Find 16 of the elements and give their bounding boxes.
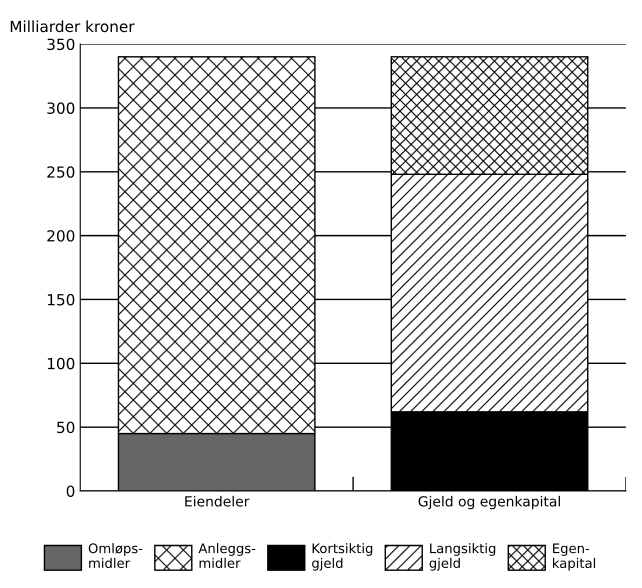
legend-label: Kortsiktig gjeld xyxy=(312,543,372,571)
y-tick-label: 150 xyxy=(48,294,74,306)
x-tick-label: Gjeld og egenkapital xyxy=(418,496,560,510)
y-axis-title: Milliarder kroner xyxy=(10,20,135,32)
y-tick-label: 0 xyxy=(66,485,74,497)
y-tick-label: 300 xyxy=(47,102,74,114)
legend-label: Egen- kapital xyxy=(553,543,596,571)
y-tick-label: 100 xyxy=(48,358,74,370)
y-tick-label: 250 xyxy=(47,166,74,178)
x-tick-label: Eiendeler xyxy=(185,496,250,507)
legend-label: Anleggs- midler xyxy=(198,543,256,568)
y-tick-label: 350 xyxy=(47,38,74,50)
legend-label: Omløps- midler xyxy=(88,543,142,568)
legend-label: Langsiktig gjeld xyxy=(430,543,496,571)
y-tick-label: 50 xyxy=(57,422,74,434)
y-tick-label: 200 xyxy=(47,230,74,242)
